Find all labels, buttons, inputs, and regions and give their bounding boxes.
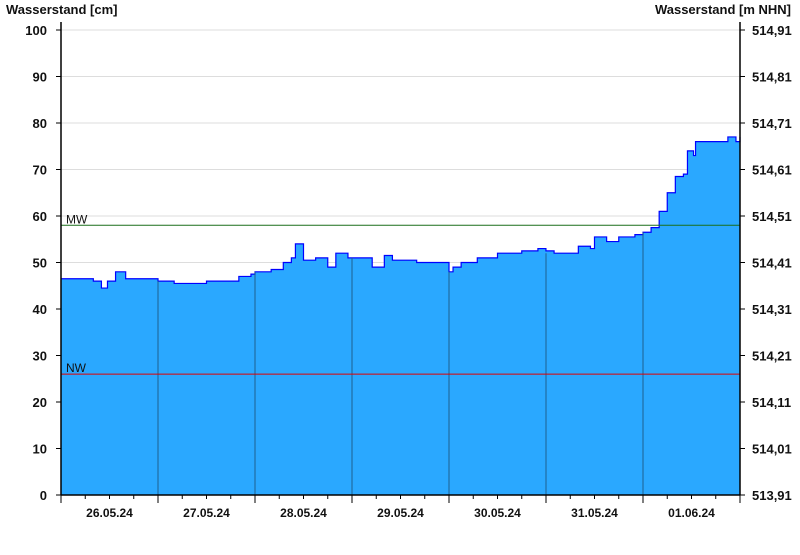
x-tick-label: 30.05.24 (474, 506, 521, 520)
y-tick-label: 70 (33, 163, 47, 178)
y-tick-label: 100 (25, 23, 47, 38)
y-tick-label-right: 514,91 (752, 23, 792, 38)
reference-label-nw: NW (66, 361, 87, 375)
y-tick-label-right: 514,51 (752, 209, 792, 224)
y-tick-label-right: 513,91 (752, 488, 792, 503)
x-tick-label: 27.05.24 (183, 506, 230, 520)
y-tick-label-right: 514,81 (752, 70, 792, 85)
x-tick-label: 29.05.24 (377, 506, 424, 520)
y-tick-label-right: 514,11 (752, 395, 791, 410)
x-tick-label: 26.05.24 (86, 506, 133, 520)
left-axis-title: Wasserstand [cm] (6, 2, 118, 17)
x-tick-label: 01.06.24 (668, 506, 715, 520)
y-tick-label-right: 514,01 (752, 442, 792, 457)
y-tick-label: 0 (40, 488, 47, 503)
y-tick-label-right: 514,31 (752, 302, 792, 317)
y-tick-label: 50 (33, 256, 47, 271)
y-tick-label: 10 (33, 442, 47, 457)
y-tick-label: 30 (33, 349, 47, 364)
y-tick-label: 20 (33, 395, 47, 410)
y-tick-label: 80 (33, 116, 47, 131)
reference-label-mw: MW (66, 212, 88, 226)
y-tick-label: 60 (33, 209, 47, 224)
y-tick-label-right: 514,61 (752, 163, 792, 178)
x-tick-label: 28.05.24 (280, 506, 327, 520)
y-tick-label: 40 (33, 302, 47, 317)
y-tick-label-right: 514,21 (752, 349, 792, 364)
water-level-area (61, 136, 740, 495)
y-tick-label-right: 514,41 (752, 256, 792, 271)
right-axis-title: Wasserstand [m NHN] (655, 2, 791, 17)
y-tick-label-right: 514,71 (752, 116, 792, 131)
x-tick-label: 31.05.24 (571, 506, 618, 520)
y-tick-label: 90 (33, 70, 47, 85)
